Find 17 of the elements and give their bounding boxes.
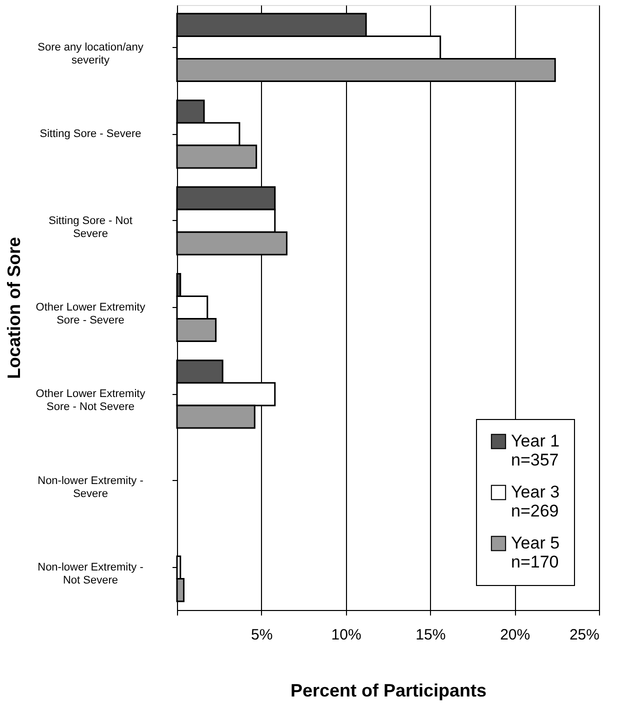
y-tick-label: Other Lower Extremity Sore - Severe xyxy=(36,302,146,326)
y-axis-title: Location of Sore xyxy=(4,236,24,380)
y-tick-label: Non-lower Extremity - Severe xyxy=(38,474,144,500)
x-tick-label: 20% xyxy=(500,626,530,644)
legend-label: Year 5 n=170 xyxy=(511,534,560,572)
legend-label: Year 1 n=357 xyxy=(511,432,560,470)
x-tick-label: 25% xyxy=(569,626,600,644)
x-tick-label: 15% xyxy=(416,626,446,644)
y-tick-label: Non-lower Extremity - Not Severe xyxy=(38,562,144,587)
legend-label: Year 3 n=269 xyxy=(511,482,560,520)
x-tick-label: 10% xyxy=(331,626,362,644)
y-tick-label: Other Lower Extremity Sore - Not Severe xyxy=(36,388,146,414)
y-tick-label: Sitting Sore - Not Severe xyxy=(48,214,132,240)
y-tick-label: Sitting Sore - Severe xyxy=(40,128,142,140)
x-tick-label: 5% xyxy=(251,626,273,644)
y-tick-label: Sore any location/any severity xyxy=(38,41,144,66)
x-axis-title: Percent of Participants xyxy=(290,680,487,700)
